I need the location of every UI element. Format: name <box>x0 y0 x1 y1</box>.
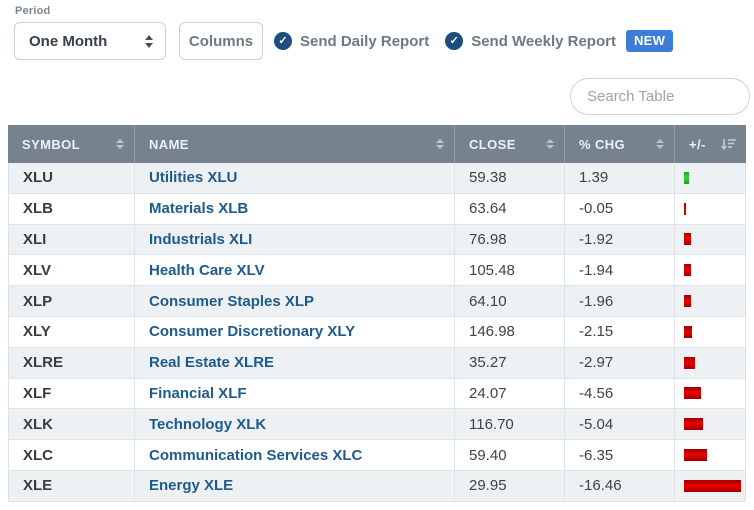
table-row: XLP Consumer Staples XLP 64.10 -1.96 <box>8 286 746 317</box>
checked-circle-icon: ✓ <box>445 32 464 50</box>
name-link[interactable]: Health Care XLV <box>149 261 265 279</box>
pct-chg-cell: -1.94 <box>565 255 675 286</box>
symbol-cell: XLRE <box>8 347 135 378</box>
search-input[interactable] <box>570 78 750 115</box>
pct-chg-cell: 1.39 <box>565 163 675 193</box>
report-checkbox-row: ✓ Send Daily Report ✓ Send Weekly Report… <box>274 22 674 60</box>
change-bar <box>684 418 703 431</box>
name-link[interactable]: Consumer Discretionary XLY <box>149 323 356 341</box>
period-select-value: One Month <box>29 32 108 50</box>
symbol-cell: XLP <box>8 286 135 316</box>
symbol-cell: XLU <box>8 163 135 193</box>
pct-chg-cell: -1.96 <box>565 286 675 316</box>
columns-button[interactable]: Columns <box>179 22 263 60</box>
close-cell: 35.27 <box>455 347 565 378</box>
pct-chg-cell: -1.92 <box>565 224 675 255</box>
name-link[interactable]: Energy XLE <box>149 477 234 495</box>
name-link[interactable]: Technology XLK <box>149 415 267 433</box>
close-cell: 29.95 <box>455 470 565 501</box>
checked-circle-icon: ✓ <box>274 32 292 50</box>
change-bar <box>684 387 701 400</box>
close-cell: 24.07 <box>455 378 565 409</box>
sort-arrows-icon <box>116 139 124 149</box>
change-bar <box>684 325 692 338</box>
column-label: % CHG <box>579 136 626 152</box>
pct-chg-cell: -2.97 <box>565 347 675 378</box>
table-body: XLU Utilities XLU 59.38 1.39 XLB Materia… <box>8 163 746 502</box>
table-row: XLC Communication Services XLC 59.40 -6.… <box>8 440 746 471</box>
select-updown-icon <box>145 34 153 48</box>
table-row: XLV Health Care XLV 105.48 -1.94 <box>8 255 746 287</box>
close-cell: 105.48 <box>455 255 565 286</box>
column-header-pct-chg[interactable]: % CHG <box>565 125 675 163</box>
sector-etf-table: SYMBOL NAME CLOSE % CHG +/- <box>8 125 746 502</box>
table-row: XLF Financial XLF 24.07 -4.56 <box>8 378 746 410</box>
name-link[interactable]: Communication Services XLC <box>149 446 363 464</box>
new-badge: NEW <box>625 30 674 52</box>
name-link[interactable]: Industrials XLI <box>149 230 253 248</box>
send-weekly-report-checkbox[interactable]: ✓ Send Weekly Report <box>445 32 616 50</box>
send-weekly-report-label: Send Weekly Report <box>471 32 616 50</box>
column-label: +/- <box>689 136 706 152</box>
column-label: NAME <box>149 136 189 152</box>
close-cell: 59.40 <box>455 440 565 470</box>
symbol-cell: XLV <box>8 255 135 286</box>
name-link[interactable]: Real Estate XLRE <box>149 354 275 372</box>
name-link[interactable]: Materials XLB <box>149 200 249 218</box>
change-bar <box>684 356 695 369</box>
symbol-cell: XLF <box>8 378 135 409</box>
change-bar <box>684 479 741 492</box>
pct-chg-cell: -2.15 <box>565 316 675 347</box>
table-row: XLY Consumer Discretionary XLY 146.98 -2… <box>8 316 746 348</box>
symbol-cell: XLC <box>8 440 135 470</box>
symbol-cell: XLY <box>8 316 135 347</box>
period-label: Period <box>15 5 51 17</box>
table-row: XLRE Real Estate XLRE 35.27 -2.97 <box>8 347 746 379</box>
sort-descending-icon <box>721 138 736 150</box>
close-cell: 76.98 <box>455 224 565 255</box>
close-cell: 64.10 <box>455 286 565 316</box>
name-link[interactable]: Financial XLF <box>149 384 247 402</box>
column-header-close[interactable]: CLOSE <box>455 125 565 163</box>
symbol-cell: XLE <box>8 470 135 501</box>
send-daily-report-label: Send Daily Report <box>300 32 430 50</box>
change-bar <box>684 295 692 308</box>
table-row: XLK Technology XLK 116.70 -5.04 <box>8 409 746 441</box>
symbol-cell: XLK <box>8 409 135 440</box>
change-bar <box>684 233 692 246</box>
change-bar <box>684 171 690 184</box>
table-row: XLU Utilities XLU 59.38 1.39 <box>8 163 746 194</box>
name-link[interactable]: Utilities XLU <box>149 169 238 187</box>
column-header-name[interactable]: NAME <box>135 125 455 163</box>
table-row: XLI Industrials XLI 76.98 -1.92 <box>8 224 746 256</box>
close-cell: 116.70 <box>455 409 565 440</box>
change-bar <box>684 264 692 277</box>
close-cell: 146.98 <box>455 316 565 347</box>
pct-chg-cell: -16.46 <box>565 470 675 501</box>
close-cell: 59.38 <box>455 163 565 193</box>
close-cell: 63.64 <box>455 193 565 224</box>
pct-chg-cell: -5.04 <box>565 409 675 440</box>
sort-arrows-icon <box>546 139 554 149</box>
column-label: SYMBOL <box>22 136 81 152</box>
column-header-bar[interactable]: +/- <box>675 125 746 163</box>
column-header-symbol[interactable]: SYMBOL <box>8 125 135 163</box>
symbol-cell: XLI <box>8 224 135 255</box>
send-daily-report-checkbox[interactable]: ✓ Send Daily Report <box>274 32 429 50</box>
table-header: SYMBOL NAME CLOSE % CHG +/- <box>8 125 746 163</box>
period-select[interactable]: One Month <box>14 22 166 60</box>
symbol-cell: XLB <box>8 193 135 224</box>
change-bar <box>684 202 686 215</box>
sort-arrows-icon <box>656 139 664 149</box>
pct-chg-cell: -0.05 <box>565 193 675 224</box>
pct-chg-cell: -4.56 <box>565 378 675 409</box>
pct-chg-cell: -6.35 <box>565 440 675 470</box>
table-row: XLE Energy XLE 29.95 -16.46 <box>8 470 746 502</box>
change-bar <box>684 449 708 462</box>
name-link[interactable]: Consumer Staples XLP <box>149 292 315 310</box>
table-row: XLB Materials XLB 63.64 -0.05 <box>8 193 746 225</box>
sort-arrows-icon <box>436 139 444 149</box>
column-label: CLOSE <box>469 136 516 152</box>
